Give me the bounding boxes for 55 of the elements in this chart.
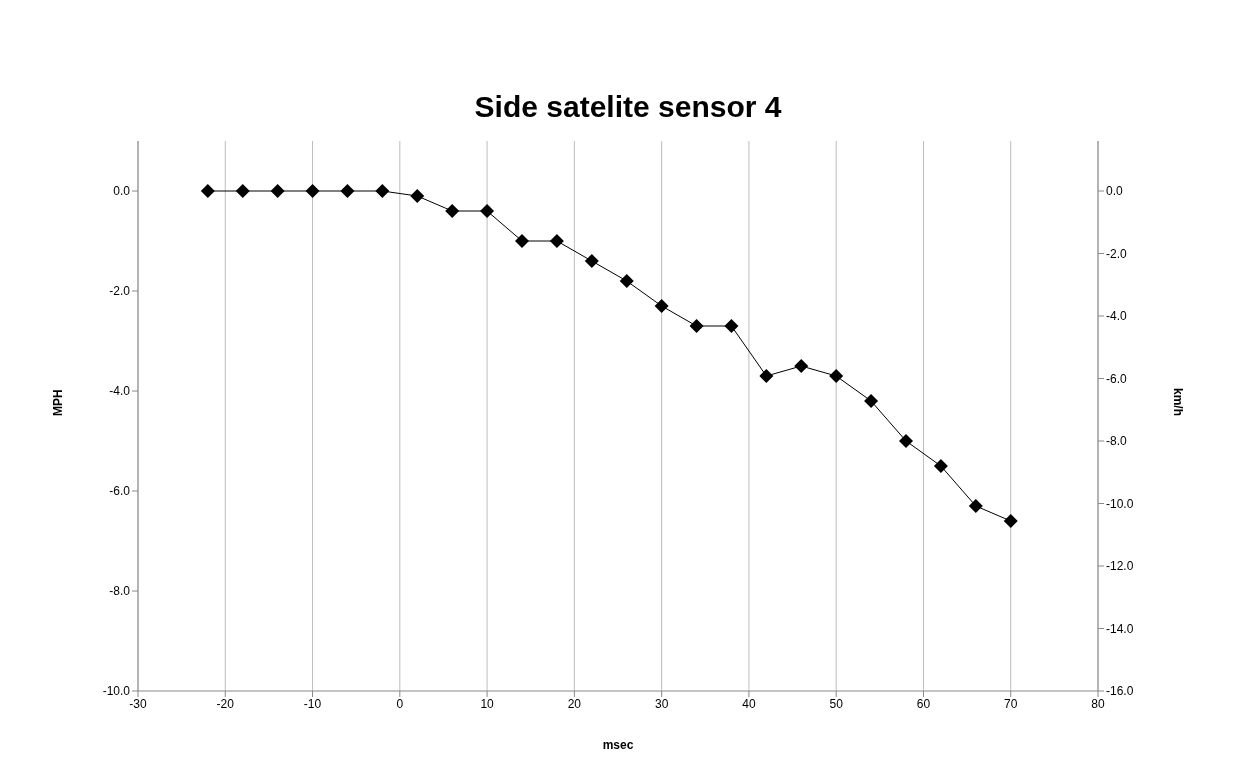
point (305, 184, 320, 198)
y2-tick-label: -10.0 (1106, 496, 1134, 511)
point (829, 369, 844, 383)
y-axis-title: MPH (51, 389, 66, 416)
point (270, 184, 285, 198)
y2-tick-label: -16.0 (1106, 684, 1134, 699)
y2-tick-label: -2.0 (1106, 246, 1127, 261)
y-tick-label: -8.0 (109, 584, 131, 599)
x-tick-label: 60 (916, 696, 931, 711)
y2-tick-label: -8.0 (1106, 434, 1127, 449)
x-tick-label: 80 (1091, 696, 1105, 711)
x-tick-label: 30 (654, 696, 669, 711)
point (619, 274, 634, 288)
x-tick-label: 50 (829, 696, 844, 711)
y2-tick-label: -12.0 (1106, 559, 1134, 574)
point (933, 459, 948, 473)
y-tick-label: -2.0 (109, 284, 131, 299)
x-tick-label: 20 (567, 696, 582, 711)
point (515, 234, 529, 248)
x-tick-label: -30 (129, 696, 147, 711)
y-tick-label: -10.0 (102, 684, 131, 699)
y-tick-label: 0.0 (113, 184, 131, 199)
point (200, 184, 215, 198)
point (724, 319, 739, 333)
point (1003, 514, 1018, 528)
point (794, 359, 809, 373)
point (340, 184, 355, 198)
y2-tick-label: -6.0 (1106, 371, 1127, 386)
point (689, 319, 704, 333)
point (445, 204, 460, 218)
x-tick-label: 0 (396, 696, 404, 711)
x-tick-label: 70 (1004, 696, 1018, 711)
x-tick-label: -20 (216, 696, 235, 711)
point (968, 499, 983, 513)
point (864, 394, 879, 408)
point (235, 184, 250, 198)
y2-tick-label: -14.0 (1106, 621, 1134, 636)
x-axis-title: msec (602, 738, 634, 752)
point (584, 254, 599, 268)
point (759, 369, 774, 383)
chart-title: Side satelite sensor 4 (473, 89, 783, 125)
y-tick-label: -6.0 (109, 484, 131, 499)
point (375, 184, 390, 198)
point (410, 189, 425, 203)
y-tick-label: -4.0 (109, 384, 131, 399)
x-tick-label: 10 (480, 696, 495, 711)
x-tick-label: -10 (303, 696, 322, 711)
x-tick-label: 40 (742, 696, 756, 711)
y2-tick-label: 0.0 (1106, 184, 1124, 199)
point (654, 299, 669, 313)
y2-tick-label: -4.0 (1106, 309, 1127, 324)
point (549, 234, 564, 248)
y2-axis-title: km/h (1170, 387, 1185, 416)
point (480, 204, 495, 218)
point (899, 434, 913, 448)
